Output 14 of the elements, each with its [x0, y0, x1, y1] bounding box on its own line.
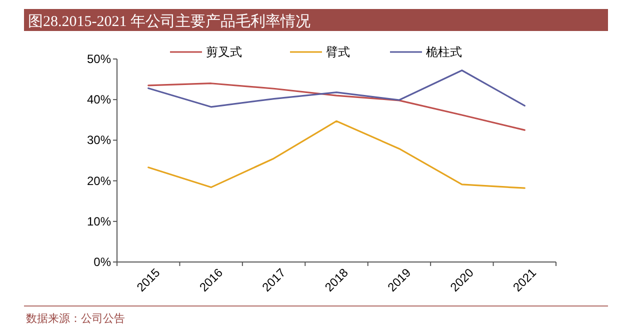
legend-label: 桅柱式 — [426, 45, 462, 59]
y-tick-label: 40% — [86, 92, 112, 107]
y-tick-label: 0% — [94, 255, 112, 269]
chart-title: 图28.2015-2021 年公司主要产品毛利率情况 — [28, 13, 310, 30]
legend-label: 剪叉式 — [206, 45, 242, 59]
y-tick-label: 10% — [86, 214, 112, 228]
y-tick-label: 50% — [86, 52, 112, 66]
line-series — [148, 82, 526, 131]
y-tick-label: 20% — [86, 174, 112, 188]
y-tick-label: 30% — [86, 133, 112, 148]
line-series — [148, 70, 526, 108]
line-series — [148, 120, 526, 189]
legend-label: 臂式 — [326, 45, 350, 59]
source-note: 数据来源：公司公告 — [26, 312, 125, 325]
